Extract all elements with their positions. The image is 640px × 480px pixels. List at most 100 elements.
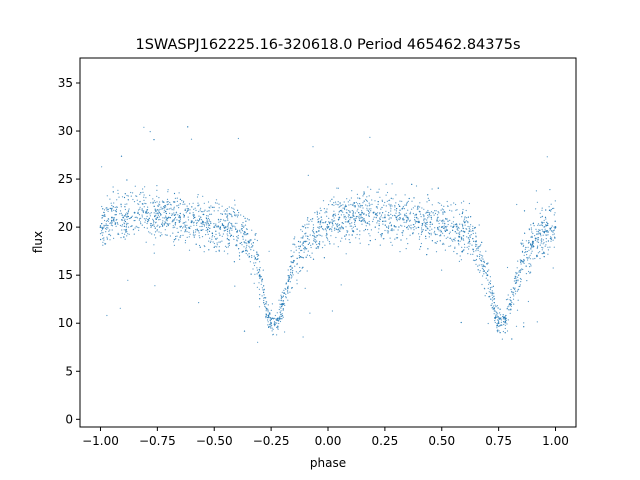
data-point [120, 155, 123, 157]
data-point [431, 240, 433, 242]
data-point [454, 247, 456, 249]
data-point [227, 219, 229, 221]
data-point [431, 204, 433, 206]
data-point [157, 214, 159, 216]
data-point [148, 231, 150, 233]
data-point [165, 217, 167, 219]
data-point [239, 230, 241, 232]
data-point [374, 226, 376, 228]
data-point [441, 243, 444, 245]
data-point [442, 211, 444, 213]
data-point [367, 186, 369, 188]
data-point [115, 208, 118, 210]
data-point [354, 223, 356, 225]
data-point [157, 209, 159, 211]
data-point [381, 233, 383, 235]
data-point [361, 211, 363, 214]
data-point [259, 294, 261, 296]
data-point [128, 217, 130, 220]
data-point [254, 273, 256, 275]
data-point [385, 220, 387, 222]
data-point [337, 223, 339, 225]
data-point [139, 193, 141, 195]
data-point [516, 309, 519, 311]
data-point [304, 287, 306, 289]
data-point [537, 252, 540, 254]
data-point [376, 207, 378, 209]
data-point [196, 229, 198, 231]
data-point [424, 222, 427, 224]
data-point [462, 230, 464, 232]
data-point [381, 199, 383, 201]
data-point [346, 230, 348, 232]
data-point [285, 282, 287, 284]
data-point [258, 288, 260, 290]
data-point [126, 224, 128, 226]
data-point [278, 319, 280, 321]
data-point [193, 216, 196, 219]
data-point [516, 203, 518, 206]
data-point [215, 223, 217, 225]
data-point [525, 251, 527, 253]
data-point [223, 250, 225, 252]
data-point [274, 314, 276, 317]
data-point [130, 195, 132, 197]
data-point [312, 224, 314, 226]
data-point [164, 221, 166, 223]
data-point [515, 273, 517, 275]
data-point [357, 203, 359, 205]
data-point [389, 204, 391, 206]
data-point [244, 217, 246, 219]
data-point [426, 221, 428, 223]
data-point [436, 214, 439, 216]
data-point [402, 234, 404, 236]
data-point [237, 209, 239, 211]
data-point [352, 226, 354, 228]
data-point [145, 197, 147, 199]
data-point [107, 224, 109, 227]
data-point [344, 206, 346, 208]
data-point [127, 215, 129, 218]
data-point [178, 220, 180, 222]
data-point [479, 258, 481, 260]
data-point [541, 249, 543, 251]
data-point [163, 217, 165, 219]
data-point [512, 293, 514, 295]
data-point [423, 221, 425, 223]
data-point [443, 225, 445, 227]
data-point [477, 246, 479, 248]
data-point [258, 254, 260, 257]
data-point [378, 224, 380, 227]
data-point [370, 210, 372, 212]
data-point [319, 241, 321, 243]
data-point [257, 341, 259, 343]
data-point [472, 232, 474, 235]
data-point [528, 229, 531, 231]
data-point [355, 201, 357, 204]
data-point [528, 256, 530, 258]
data-point [469, 229, 471, 231]
data-point [254, 234, 256, 236]
data-point [258, 274, 261, 277]
data-point [515, 277, 517, 280]
data-point [486, 263, 488, 265]
data-point [496, 312, 498, 314]
data-point [492, 297, 494, 299]
data-point [550, 226, 552, 229]
data-point [241, 230, 243, 232]
data-point [176, 197, 178, 199]
data-point [320, 216, 322, 218]
data-point [253, 282, 255, 284]
data-point [318, 226, 321, 228]
data-point [459, 255, 461, 257]
data-point [541, 207, 543, 209]
data-point [106, 219, 108, 221]
data-point [228, 221, 231, 223]
data-point [437, 220, 439, 222]
data-point [173, 214, 176, 216]
data-point [427, 209, 429, 212]
data-point [226, 246, 228, 248]
data-point [193, 215, 195, 218]
data-point [407, 200, 409, 202]
data-point [114, 223, 116, 225]
